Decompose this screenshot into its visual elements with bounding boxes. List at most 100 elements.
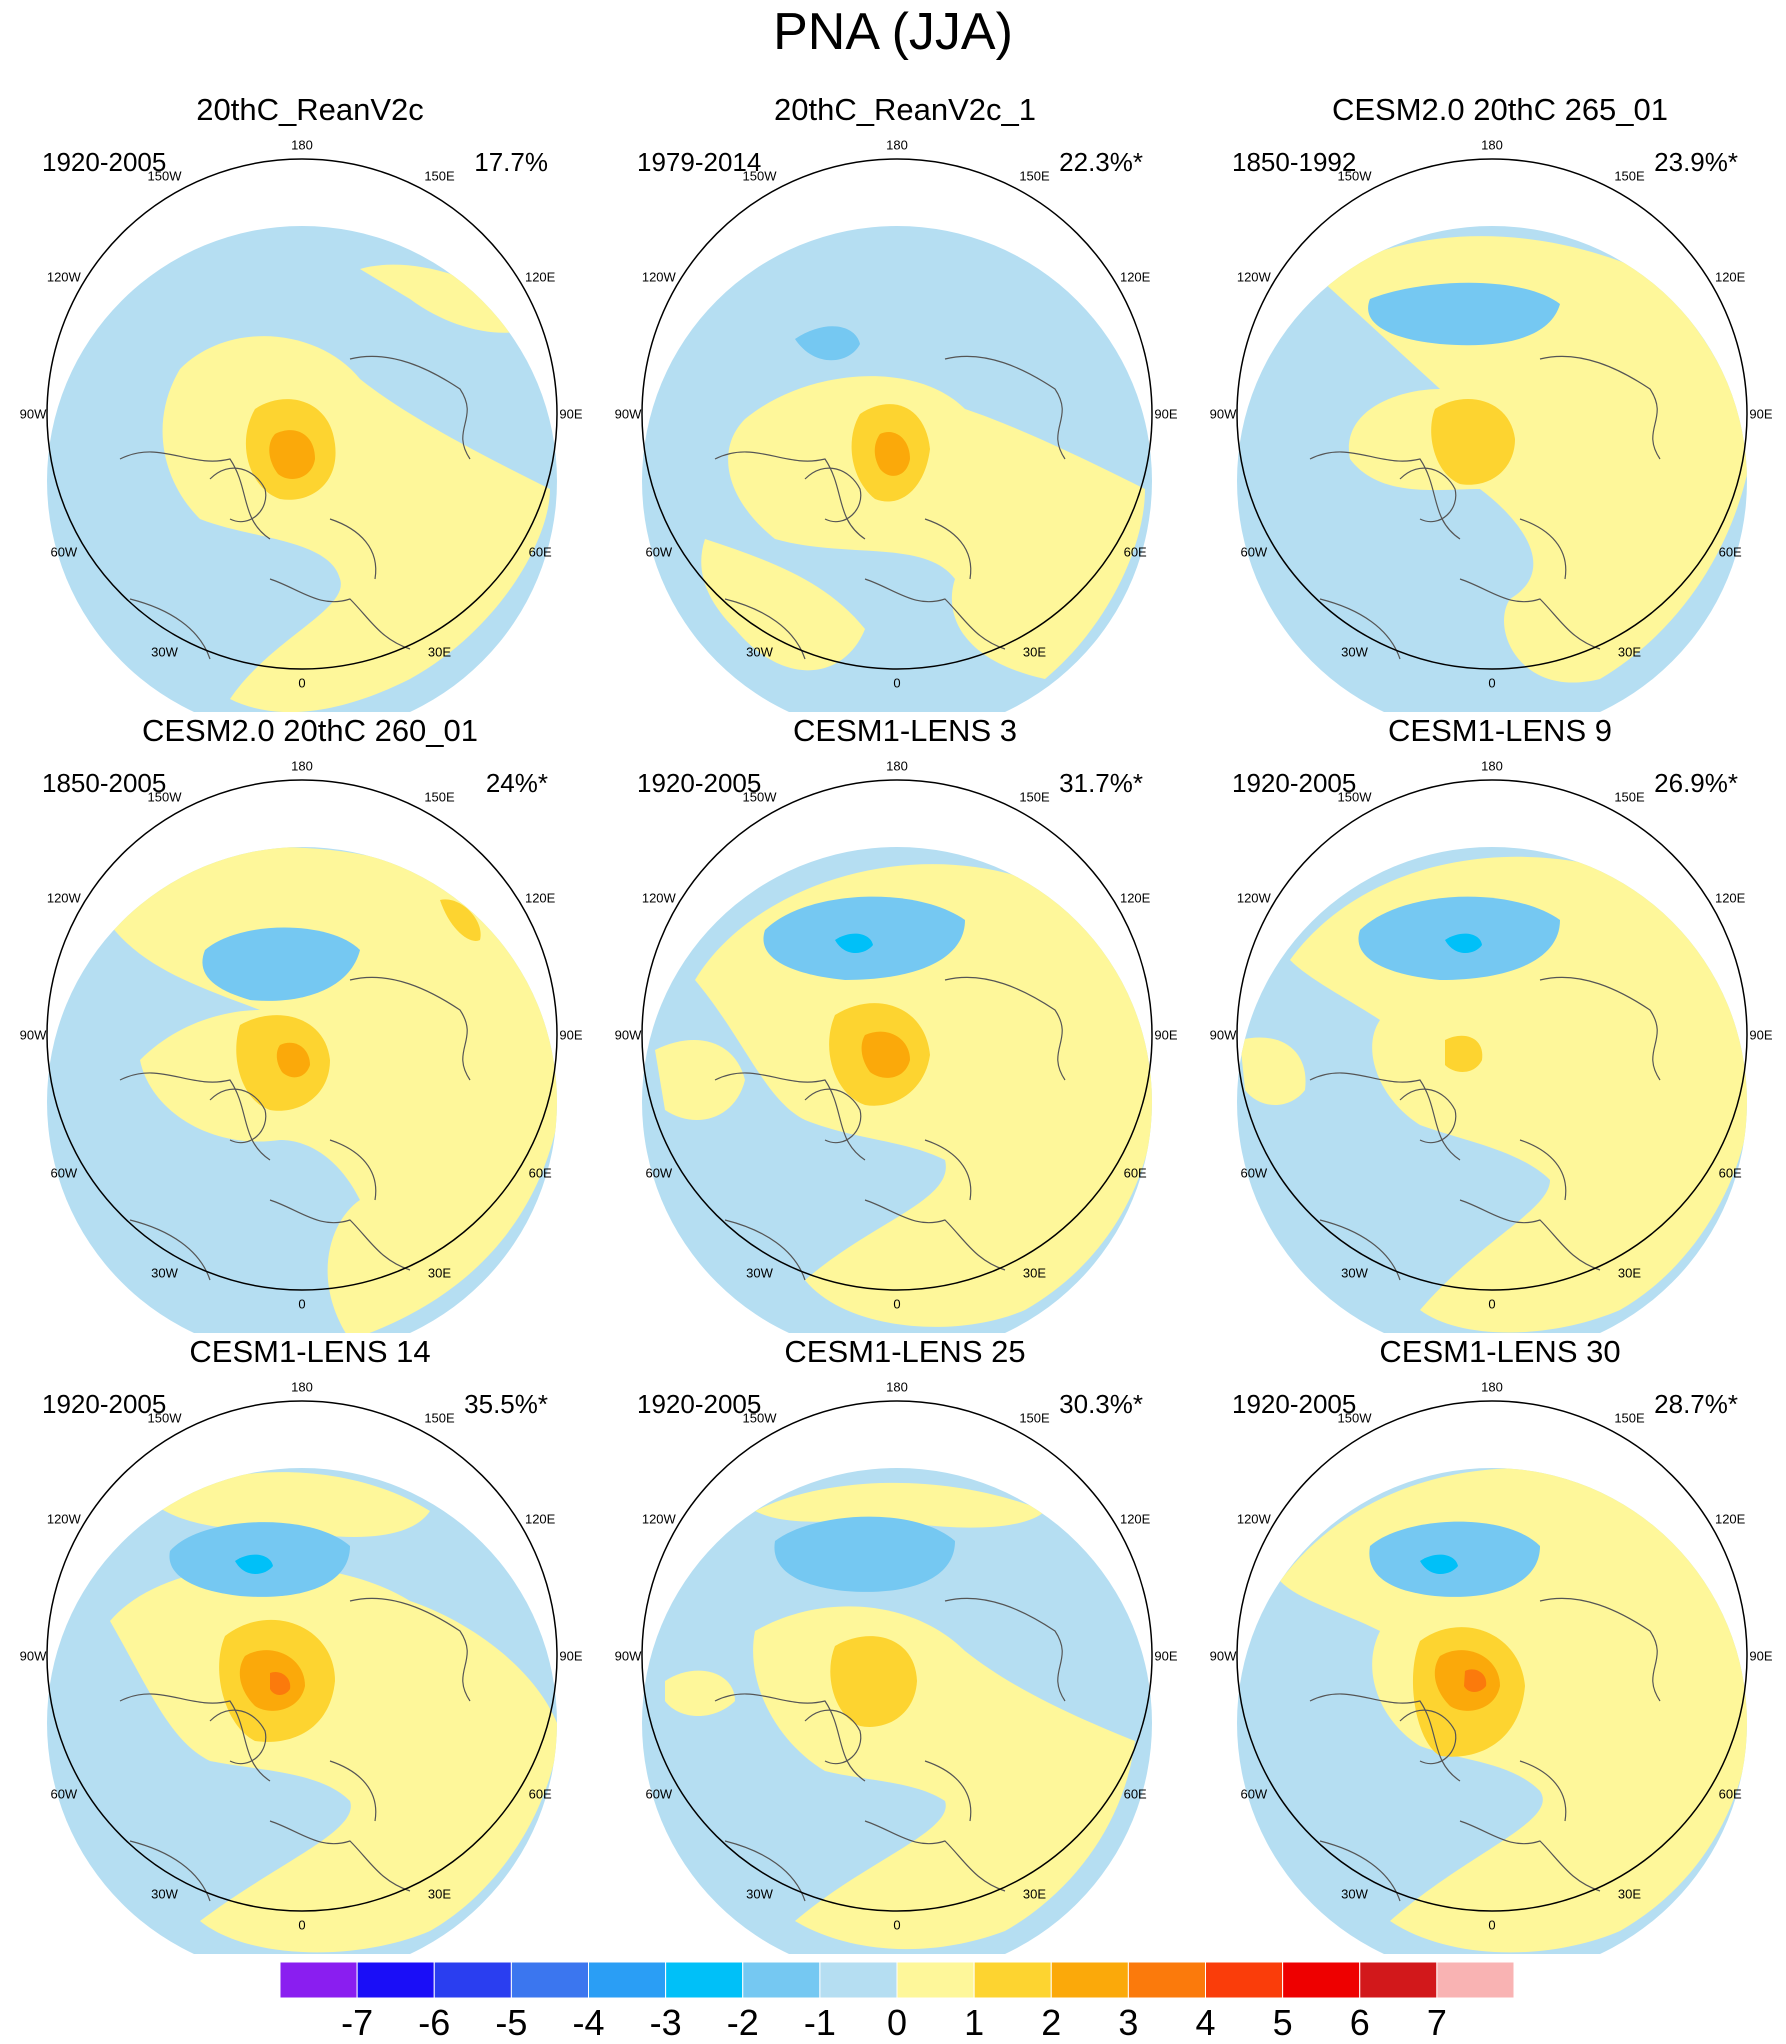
colorbar-tick-label: -5	[495, 2002, 528, 2043]
panel-title: 20thC_ReanV2c_1	[774, 92, 1036, 127]
coastline	[1539, 1597, 1661, 1702]
map-panel: 20thC_ReanV2c 1920-2005 17.7% 180 150E 120E 90…	[20, 92, 590, 712]
longitude-label: 180	[291, 1379, 313, 1395]
longitude-label: 30W	[151, 1265, 178, 1281]
longitude-label: 30E	[1617, 1265, 1642, 1281]
longitude-label: 60E	[1123, 1165, 1147, 1180]
longitude-label: 30E	[427, 1265, 452, 1281]
longitude-label: 30W	[1341, 1265, 1368, 1281]
coastline	[714, 451, 866, 540]
map-boundary	[46, 779, 558, 1291]
panel-title: CESM2.0 20thC 265_01	[1331, 92, 1669, 127]
longitude-label: 150E	[1019, 789, 1050, 805]
polar-map	[1236, 1400, 1748, 1954]
longitude-label: 60E	[1123, 1786, 1147, 1801]
longitude-label: 0	[1488, 1917, 1496, 1933]
coastline	[349, 976, 471, 1081]
coastline	[1459, 1199, 1601, 1271]
longitude-label: 150W	[147, 1410, 182, 1426]
contour-region-neg1	[795, 326, 860, 361]
polar-map	[641, 779, 1153, 1333]
longitude-label: 60W	[1240, 1165, 1268, 1180]
longitude-label: 180	[886, 137, 908, 153]
longitude-label: 60W	[50, 544, 78, 559]
longitude-label: 60W	[1240, 1786, 1268, 1801]
colorbar-tick-label: -6	[418, 2002, 451, 2043]
longitude-label: 0	[893, 675, 901, 691]
longitude-label: 120E	[524, 1511, 556, 1526]
panel-title: CESM1-LENS 25	[784, 1334, 1026, 1369]
contour-region-pos0	[665, 1670, 735, 1716]
map-panel: CESM1-LENS 30 1920-2005 28.7%* 180 150E 120E 9…	[1210, 1334, 1780, 1954]
longitude-label: 120E	[1119, 890, 1151, 905]
panel-period: 1920-2005	[42, 1389, 167, 1419]
colorbar-tick-label: -4	[572, 2002, 605, 2043]
longitude-label: 30W	[1341, 1886, 1368, 1902]
longitude-label: 120W	[641, 1511, 676, 1526]
contour-region-neg1	[1368, 282, 1560, 346]
coastline	[1399, 1088, 1457, 1144]
longitude-label: 150W	[1337, 1410, 1372, 1426]
longitude-label: 90E	[1749, 1648, 1773, 1664]
panel-variance-percent: 26.9%*	[1654, 768, 1738, 798]
panel-variance-percent: 24%*	[485, 768, 548, 798]
panel-title: CESM2.0 20thC 260_01	[141, 713, 479, 748]
panel-variance-percent: 22.3%*	[1059, 147, 1143, 177]
contour-region-pos2	[874, 431, 910, 476]
coastline	[924, 1139, 972, 1201]
panel-variance-percent: 28.7%*	[1654, 1389, 1738, 1419]
longitude-label: 60E	[528, 1786, 552, 1801]
coastline	[209, 467, 267, 523]
polar-map	[641, 1400, 1153, 1954]
coastline	[864, 1199, 1006, 1271]
coastline	[1539, 355, 1661, 460]
coastline	[944, 976, 1066, 1081]
colorbar-segment	[1050, 1962, 1129, 1999]
panel-title: CESM1-LENS 30	[1379, 1334, 1621, 1369]
coastline	[1309, 1693, 1461, 1782]
longitude-label: 150W	[742, 789, 777, 805]
longitude-label: 60E	[1718, 544, 1742, 559]
coastline	[269, 578, 411, 650]
longitude-label: 120E	[1714, 1511, 1746, 1526]
longitude-label: 120W	[46, 1511, 81, 1526]
contour-region-pos3	[270, 1671, 291, 1695]
longitude-label: 150E	[1019, 1410, 1050, 1426]
map-panel: CESM1-LENS 14 1920-2005 35.5%* 180 150E 120E 9…	[20, 1334, 590, 1954]
contour-region-pos0	[695, 864, 1152, 1327]
longitude-label: 0	[1488, 675, 1496, 691]
longitude-label: 60E	[1718, 1165, 1742, 1180]
polar-map	[1236, 158, 1748, 712]
contour-region-pos0	[150, 1472, 430, 1537]
colorbar-tick-label: -3	[649, 2002, 682, 2043]
longitude-label: 60E	[1718, 1786, 1742, 1801]
coastline	[714, 1072, 866, 1161]
colorbar-tick-label: 2	[1041, 2002, 1062, 2043]
longitude-label: 120E	[1714, 890, 1746, 905]
longitude-label: 150W	[147, 789, 182, 805]
coastline	[329, 1760, 377, 1822]
longitude-label: 90W	[1209, 1648, 1237, 1664]
longitude-label: 30W	[746, 1265, 773, 1281]
polar-map	[641, 158, 1153, 712]
longitude-label: 30W	[746, 1886, 773, 1902]
longitude-label: 60W	[645, 1786, 673, 1801]
longitude-label: 90E	[1749, 406, 1773, 422]
longitude-label: 150W	[742, 1410, 777, 1426]
longitude-label: 150W	[742, 168, 777, 184]
coastline	[804, 1709, 862, 1765]
colorbar-tick-label: -7	[341, 2002, 374, 2043]
longitude-label: 90E	[559, 1648, 583, 1664]
longitude-label: 120E	[1119, 269, 1151, 284]
contour-region-pos3	[1464, 1669, 1487, 1692]
longitude-label: 90E	[1154, 1648, 1178, 1664]
contour-region-neg2	[835, 933, 873, 954]
longitude-label: 150W	[1337, 789, 1372, 805]
coastline	[944, 355, 1066, 460]
colorbar-segment	[433, 1962, 512, 1999]
coastline	[1399, 467, 1457, 523]
contour-region-neg2	[1445, 933, 1482, 954]
longitude-label: 60E	[528, 1165, 552, 1180]
map-panel: CESM1-LENS 3 1920-2005 31.7%* 180 150E 120E 90…	[615, 713, 1185, 1333]
colorbar-tick-label: -1	[803, 2002, 836, 2043]
